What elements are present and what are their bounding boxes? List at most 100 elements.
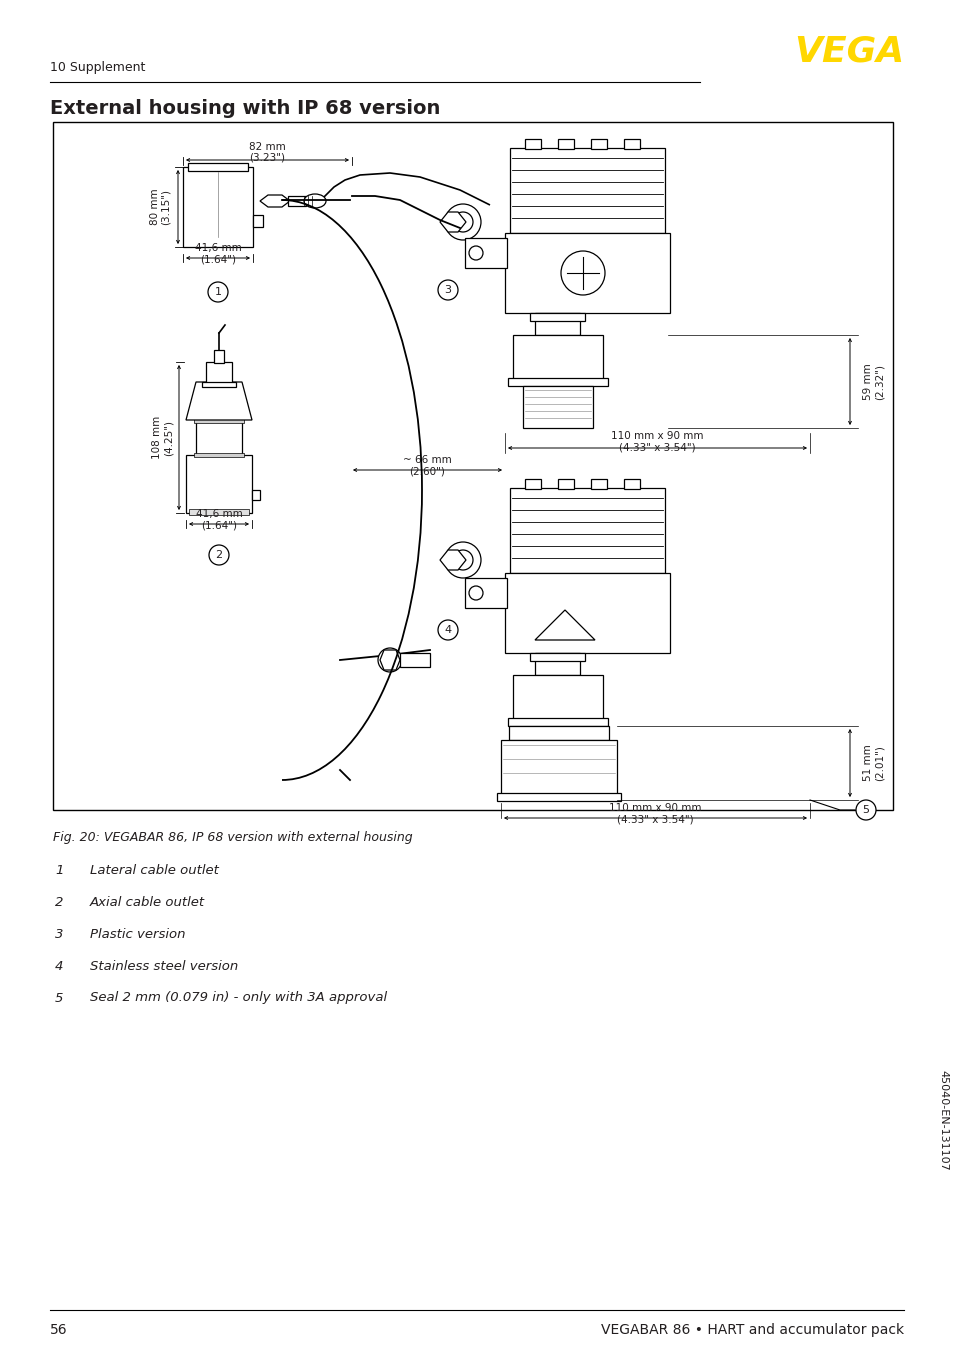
Circle shape: [855, 800, 875, 821]
Bar: [623, 139, 639, 149]
Circle shape: [453, 550, 473, 570]
Circle shape: [437, 280, 457, 301]
Circle shape: [444, 542, 480, 578]
Bar: [522, 386, 593, 428]
Text: 1: 1: [55, 864, 63, 876]
Circle shape: [469, 246, 482, 260]
Circle shape: [560, 250, 604, 295]
Bar: [558, 139, 574, 149]
Text: 56: 56: [50, 1323, 68, 1336]
Circle shape: [208, 282, 228, 302]
Bar: [193, 418, 244, 422]
Bar: [464, 238, 506, 268]
Text: 59 mm: 59 mm: [862, 363, 872, 399]
Bar: [252, 490, 260, 500]
Polygon shape: [439, 550, 465, 570]
Text: 5: 5: [862, 806, 868, 815]
Text: Axial cable outlet: Axial cable outlet: [90, 895, 205, 909]
Text: Stainless steel version: Stainless steel version: [90, 960, 238, 972]
Bar: [500, 741, 617, 795]
Text: (4.33" x 3.54"): (4.33" x 3.54"): [618, 441, 695, 452]
Bar: [507, 378, 607, 386]
Text: (4.33" x 3.54"): (4.33" x 3.54"): [617, 814, 693, 825]
Text: 3: 3: [55, 927, 63, 941]
Text: VEGABAR 86 • HART and accumulator pack: VEGABAR 86 • HART and accumulator pack: [600, 1323, 903, 1336]
Text: Fig. 20: VEGABAR 86, IP 68 version with external housing: Fig. 20: VEGABAR 86, IP 68 version with …: [53, 831, 413, 845]
Bar: [558, 479, 574, 489]
Text: Plastic version: Plastic version: [90, 927, 185, 941]
Text: 4: 4: [55, 960, 63, 972]
Text: 45040-EN-131107: 45040-EN-131107: [937, 1070, 947, 1170]
Polygon shape: [535, 611, 595, 640]
Bar: [464, 578, 506, 608]
Text: External housing with IP 68 version: External housing with IP 68 version: [50, 99, 440, 118]
Text: 1: 1: [214, 287, 221, 297]
Polygon shape: [379, 650, 399, 670]
Bar: [513, 334, 602, 380]
Text: 110 mm x 90 mm: 110 mm x 90 mm: [609, 803, 701, 812]
Polygon shape: [439, 213, 465, 232]
Bar: [189, 509, 249, 515]
Bar: [507, 718, 607, 726]
Bar: [195, 420, 242, 455]
Text: (2.32"): (2.32"): [874, 363, 884, 399]
Circle shape: [377, 649, 401, 672]
Bar: [186, 455, 252, 513]
Bar: [524, 139, 540, 149]
Bar: [504, 573, 669, 653]
Circle shape: [469, 586, 482, 600]
Bar: [202, 382, 235, 387]
Circle shape: [437, 620, 457, 640]
Text: 110 mm x 90 mm: 110 mm x 90 mm: [611, 431, 703, 441]
Text: (1.64"): (1.64"): [201, 520, 236, 529]
Text: 5: 5: [55, 991, 63, 1005]
Text: 80 mm: 80 mm: [150, 188, 160, 225]
Text: 41,6 mm: 41,6 mm: [195, 509, 242, 519]
Text: (3.23"): (3.23"): [250, 153, 285, 162]
Bar: [509, 726, 608, 741]
Text: 2: 2: [55, 895, 63, 909]
Text: 4: 4: [444, 626, 451, 635]
Text: 82 mm: 82 mm: [249, 142, 286, 152]
Bar: [530, 313, 584, 321]
Bar: [535, 313, 579, 334]
Bar: [590, 139, 606, 149]
Text: (2.01"): (2.01"): [874, 745, 884, 781]
Text: (3.15"): (3.15"): [161, 190, 171, 225]
Bar: [253, 215, 263, 227]
Bar: [213, 349, 224, 363]
Text: VEGA: VEGA: [794, 35, 904, 69]
Bar: [510, 148, 664, 233]
Text: 10 Supplement: 10 Supplement: [50, 61, 145, 74]
Text: 3: 3: [444, 284, 451, 295]
Text: 2: 2: [215, 550, 222, 561]
Circle shape: [453, 213, 473, 232]
Text: (2.60"): (2.60"): [409, 466, 445, 477]
Text: 108 mm: 108 mm: [152, 416, 162, 459]
Ellipse shape: [304, 194, 326, 209]
Bar: [510, 487, 664, 573]
Polygon shape: [260, 195, 290, 207]
Bar: [53, 122, 892, 810]
Bar: [504, 233, 669, 313]
Text: 51 mm: 51 mm: [862, 745, 872, 781]
Bar: [513, 676, 602, 720]
Bar: [524, 479, 540, 489]
Polygon shape: [186, 382, 252, 420]
Text: Seal 2 mm (0.079 in) - only with 3A approval: Seal 2 mm (0.079 in) - only with 3A appr…: [90, 991, 387, 1005]
Text: (4.25"): (4.25"): [164, 420, 173, 455]
Bar: [530, 653, 584, 661]
Text: Lateral cable outlet: Lateral cable outlet: [90, 864, 218, 876]
Bar: [535, 653, 579, 676]
Bar: [183, 167, 253, 246]
Text: ~ 66 mm: ~ 66 mm: [403, 455, 452, 464]
Text: (1.64"): (1.64"): [200, 255, 235, 264]
Bar: [288, 196, 306, 206]
Bar: [590, 479, 606, 489]
Bar: [188, 162, 248, 171]
Bar: [497, 793, 620, 802]
Bar: [623, 479, 639, 489]
Bar: [206, 362, 232, 385]
Circle shape: [209, 546, 229, 565]
Circle shape: [444, 204, 480, 240]
